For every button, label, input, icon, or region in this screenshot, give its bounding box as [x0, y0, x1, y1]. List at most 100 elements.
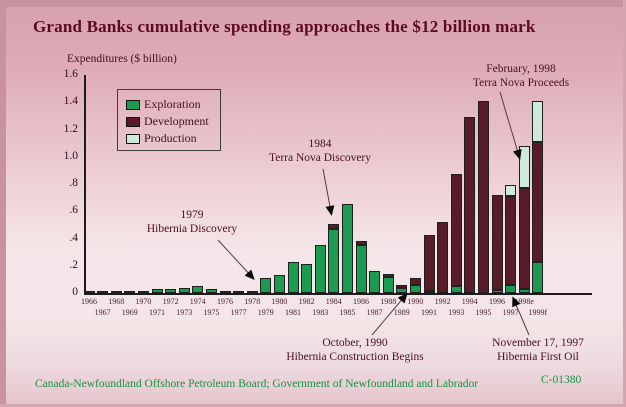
- bar-1999f-exploration: [532, 262, 544, 293]
- bar-1975-exploration: [205, 289, 217, 293]
- y-axis-line: [84, 75, 86, 294]
- bar-1973-exploration: [178, 288, 190, 293]
- bar-1968-exploration: [110, 291, 122, 293]
- bar-1971-exploration: [151, 289, 163, 293]
- y-tick-label: 0: [72, 286, 78, 298]
- x-tick-label: 1972: [162, 297, 179, 306]
- bar-1982-exploration: [301, 264, 313, 293]
- document-code: C-01380: [541, 374, 582, 386]
- legend-item-exploration: Exploration: [126, 96, 220, 113]
- x-tick-label: 1984: [325, 297, 342, 306]
- x-tick-label: 1992: [434, 297, 451, 306]
- annotation-february-1998: February, 1998 Terra Nova Proceeds: [472, 63, 570, 89]
- bar-1978-exploration: [246, 291, 258, 293]
- legend: Exploration Development Production: [117, 89, 221, 151]
- x-tick-label: 1996: [489, 297, 505, 306]
- bar-1999f-development: [532, 142, 544, 262]
- y-tick-label: .2: [69, 258, 78, 271]
- bar-1995-development: [477, 101, 489, 293]
- bar-1988-exploration: [382, 277, 394, 293]
- bar-1981-exploration: [287, 262, 299, 293]
- bar-1989-development: [396, 285, 408, 288]
- bar-1986-development: [355, 241, 367, 245]
- x-tick-label: 1974: [189, 297, 206, 306]
- bar-1977-exploration: [233, 291, 245, 293]
- x-tick-label: 1978: [244, 297, 261, 306]
- bar-1998e-exploration: [518, 289, 530, 293]
- frame-border-bottom: [0, 404, 626, 407]
- bar-1967-exploration: [97, 291, 109, 293]
- x-tick-label: 1977: [230, 308, 247, 317]
- x-tick-label: 1986: [353, 297, 369, 306]
- annotation-november-17-1997: November 17, 1997 Hibernia First Oil: [492, 337, 584, 363]
- bar-1998e-development: [518, 188, 530, 289]
- x-tick-label: 1991: [421, 308, 437, 317]
- source-credit: Canada-Newfoundland Offshore Petroleum B…: [35, 378, 479, 390]
- y-tick-label: 1.6: [63, 68, 78, 80]
- frame-border-right: [623, 0, 626, 407]
- annotation-october-1990: October, 1990 Hibernia Construction Begin…: [286, 337, 424, 363]
- production-swatch-icon: [126, 133, 140, 144]
- bar-1983-exploration: [314, 245, 326, 293]
- bar-1974-exploration: [192, 286, 204, 293]
- x-tick-label: 1994: [461, 297, 478, 306]
- x-axis-line: [84, 293, 592, 295]
- y-tick-label: .4: [69, 231, 78, 244]
- bar-1992-development: [437, 222, 449, 293]
- y-tick-label: 1.2: [63, 122, 78, 135]
- x-tick-label: 1979: [257, 308, 274, 317]
- x-tick-label: 1997: [502, 308, 519, 317]
- x-tick-label: 1970: [135, 297, 152, 306]
- development-swatch-icon: [126, 116, 140, 127]
- legend-item-production: Production: [126, 130, 220, 147]
- bar-1979-exploration: [260, 278, 272, 293]
- x-tick-label: 1973: [176, 308, 193, 317]
- chart-title: Grand Banks cumulative spending approach…: [33, 17, 536, 36]
- x-tick-label: 1966: [81, 297, 97, 306]
- bar-1970-exploration: [137, 291, 149, 293]
- bar-1991-exploration: [423, 291, 435, 293]
- frame-border-top: [0, 0, 626, 7]
- legend-label: Exploration: [144, 97, 201, 111]
- bar-1985-exploration: [341, 204, 353, 293]
- bar-1993-exploration: [450, 286, 462, 293]
- x-tick-label: 1967: [94, 308, 111, 317]
- bar-1998e-production: [518, 146, 530, 188]
- annotation-1979: 1979 Hibernia Discovery: [146, 209, 238, 235]
- bar-1984-development: [328, 224, 340, 229]
- bar-1972-exploration: [165, 289, 177, 293]
- bar-1996-development: [491, 195, 503, 290]
- bar-1994-development: [464, 117, 476, 293]
- bar-1984-exploration: [328, 229, 340, 293]
- bar-1966-exploration: [83, 291, 95, 293]
- bar-1987-exploration: [369, 271, 381, 293]
- x-tick-label: 1993: [448, 308, 465, 317]
- x-tick-label: 1971: [149, 308, 165, 317]
- bar-1996-exploration: [491, 290, 503, 293]
- x-tick-label: 1999f: [528, 308, 548, 317]
- x-tick-label: 1985: [339, 308, 356, 317]
- bar-1980-exploration: [273, 275, 285, 293]
- x-tick-label: 1981: [285, 308, 301, 317]
- x-tick-label: 1995: [475, 308, 492, 317]
- bar-1990-development: [409, 278, 421, 285]
- x-tick-label: 1968: [108, 297, 125, 306]
- bar-1999f-production: [532, 101, 544, 142]
- x-tick-label: 1975: [203, 308, 220, 317]
- x-tick-label: 1998e: [514, 297, 534, 306]
- bar-1991-development: [423, 235, 435, 291]
- y-tick-label: 1.0: [63, 149, 78, 162]
- bar-1990-exploration: [409, 285, 421, 293]
- bar-1976-exploration: [219, 291, 231, 293]
- frame-border-left: [0, 0, 6, 407]
- x-tick-label: 1983: [312, 308, 329, 317]
- x-tick-label: 1990: [407, 297, 424, 306]
- bar-1988-development: [382, 274, 394, 277]
- legend-label: Production: [144, 131, 197, 145]
- exploration-swatch-icon: [126, 99, 140, 110]
- bar-1989-exploration: [396, 288, 408, 293]
- annotation-1984: 1984 Terra Nova Discovery: [268, 138, 372, 164]
- y-axis-label: Expenditures ($ billion): [67, 53, 177, 65]
- x-tick-label: 1969: [121, 308, 138, 317]
